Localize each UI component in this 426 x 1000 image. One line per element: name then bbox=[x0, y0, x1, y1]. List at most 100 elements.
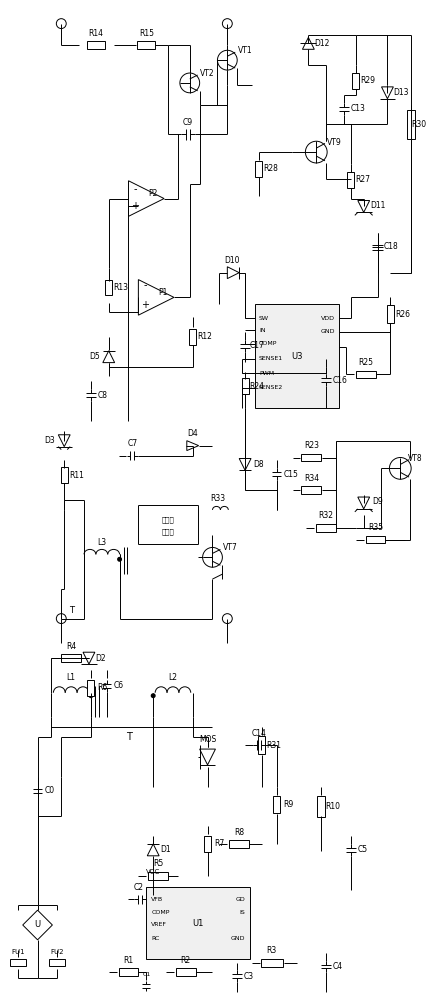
Text: U1: U1 bbox=[193, 919, 204, 928]
Bar bbox=[61, 467, 68, 483]
Text: T: T bbox=[69, 606, 74, 615]
Text: VCC: VCC bbox=[146, 869, 161, 875]
Text: VT2: VT2 bbox=[200, 69, 215, 78]
Bar bbox=[105, 280, 112, 295]
Text: R14: R14 bbox=[88, 29, 104, 38]
Text: R31: R31 bbox=[266, 741, 281, 750]
Text: R1: R1 bbox=[124, 956, 133, 965]
Text: R25: R25 bbox=[358, 358, 373, 367]
Text: MOS: MOS bbox=[199, 735, 216, 744]
Text: C5: C5 bbox=[358, 845, 368, 854]
Bar bbox=[204, 836, 211, 852]
Text: C15: C15 bbox=[283, 470, 298, 479]
Text: R2: R2 bbox=[181, 956, 191, 965]
Bar bbox=[302, 454, 321, 461]
Text: U: U bbox=[35, 920, 40, 929]
Bar bbox=[61, 654, 81, 662]
Text: C13: C13 bbox=[350, 104, 365, 113]
Text: D1: D1 bbox=[161, 845, 171, 854]
Text: C1: C1 bbox=[142, 972, 150, 977]
Text: RC: RC bbox=[151, 936, 160, 941]
Text: R4: R4 bbox=[66, 642, 76, 651]
Text: SW: SW bbox=[259, 316, 269, 321]
Text: C2: C2 bbox=[133, 883, 144, 892]
Text: IS: IS bbox=[239, 910, 245, 915]
Text: R30: R30 bbox=[412, 120, 426, 129]
Text: GND: GND bbox=[320, 329, 335, 334]
Text: C16: C16 bbox=[333, 376, 348, 385]
Text: -: - bbox=[144, 281, 147, 291]
Bar bbox=[87, 41, 105, 49]
Text: U3: U3 bbox=[291, 352, 303, 361]
Text: SENSE1: SENSE1 bbox=[259, 356, 283, 361]
Bar bbox=[352, 73, 359, 89]
Text: VT8: VT8 bbox=[408, 454, 423, 463]
Text: R28: R28 bbox=[263, 164, 278, 173]
Bar bbox=[87, 680, 95, 696]
Circle shape bbox=[151, 694, 155, 697]
Text: 线性驱: 线性驱 bbox=[161, 516, 174, 523]
Bar bbox=[148, 872, 168, 880]
Text: P2: P2 bbox=[149, 189, 158, 198]
Text: D10: D10 bbox=[225, 256, 240, 265]
Bar bbox=[242, 378, 249, 394]
Text: COMP: COMP bbox=[151, 910, 170, 915]
Text: FU1: FU1 bbox=[11, 949, 25, 955]
Text: D11: D11 bbox=[370, 201, 385, 210]
Text: L3: L3 bbox=[97, 538, 106, 547]
Bar bbox=[49, 959, 65, 966]
Text: VDD: VDD bbox=[321, 316, 335, 321]
Text: +: + bbox=[141, 300, 149, 310]
Text: VT7: VT7 bbox=[223, 543, 238, 552]
Bar bbox=[302, 486, 321, 494]
Text: R35: R35 bbox=[368, 523, 383, 532]
Circle shape bbox=[89, 694, 93, 697]
Text: C3: C3 bbox=[244, 972, 254, 981]
Text: PWM: PWM bbox=[259, 371, 274, 376]
Text: R24: R24 bbox=[250, 382, 265, 391]
Text: VT9: VT9 bbox=[327, 138, 342, 147]
Text: COMP: COMP bbox=[259, 341, 277, 346]
Text: R13: R13 bbox=[113, 283, 128, 292]
Text: D3: D3 bbox=[44, 436, 55, 445]
Bar bbox=[189, 329, 196, 345]
Text: C6: C6 bbox=[114, 681, 124, 690]
Bar bbox=[366, 536, 386, 543]
Text: R27: R27 bbox=[355, 175, 370, 184]
Bar bbox=[387, 305, 394, 323]
Text: D13: D13 bbox=[394, 88, 409, 97]
Bar bbox=[137, 41, 155, 49]
Bar bbox=[255, 304, 339, 408]
Text: D2: D2 bbox=[95, 654, 106, 663]
Text: R6: R6 bbox=[98, 683, 108, 692]
Text: C0: C0 bbox=[44, 786, 55, 795]
Bar bbox=[176, 968, 196, 976]
Bar bbox=[146, 887, 250, 959]
Text: R33: R33 bbox=[210, 494, 225, 503]
Text: VREF: VREF bbox=[151, 922, 167, 927]
Text: +: + bbox=[131, 201, 139, 211]
Text: R5: R5 bbox=[153, 859, 163, 868]
Bar bbox=[317, 796, 325, 817]
Text: D4: D4 bbox=[187, 429, 198, 438]
Text: D8: D8 bbox=[253, 460, 264, 469]
Text: IN: IN bbox=[259, 328, 265, 333]
Text: C4: C4 bbox=[333, 962, 343, 971]
Text: R3: R3 bbox=[267, 946, 277, 955]
Text: C18: C18 bbox=[384, 242, 399, 251]
Text: D5: D5 bbox=[89, 352, 100, 361]
Bar bbox=[356, 371, 376, 378]
Text: C17: C17 bbox=[250, 341, 265, 350]
Text: R34: R34 bbox=[304, 474, 319, 483]
Text: SENSE2: SENSE2 bbox=[259, 385, 283, 390]
Text: L2: L2 bbox=[168, 673, 178, 682]
Bar bbox=[261, 959, 283, 967]
Text: R29: R29 bbox=[360, 76, 375, 85]
Bar bbox=[348, 172, 354, 188]
Text: -: - bbox=[134, 184, 137, 194]
Bar bbox=[273, 796, 280, 813]
Text: 动电路: 动电路 bbox=[161, 528, 174, 535]
Bar bbox=[316, 524, 336, 532]
Text: FU2: FU2 bbox=[51, 949, 64, 955]
Bar bbox=[256, 161, 262, 177]
